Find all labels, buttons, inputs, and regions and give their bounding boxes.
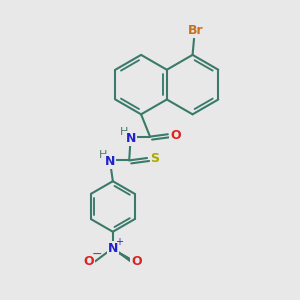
Text: N: N bbox=[125, 132, 136, 145]
Text: O: O bbox=[131, 255, 142, 268]
Text: H: H bbox=[99, 150, 107, 160]
Text: N: N bbox=[105, 155, 115, 168]
Text: Br: Br bbox=[188, 24, 203, 37]
Text: S: S bbox=[151, 152, 160, 165]
Text: O: O bbox=[84, 255, 94, 268]
Text: −: − bbox=[91, 248, 102, 260]
Text: N: N bbox=[108, 242, 118, 255]
Text: O: O bbox=[170, 129, 181, 142]
Text: H: H bbox=[120, 127, 128, 136]
Text: +: + bbox=[116, 236, 123, 247]
